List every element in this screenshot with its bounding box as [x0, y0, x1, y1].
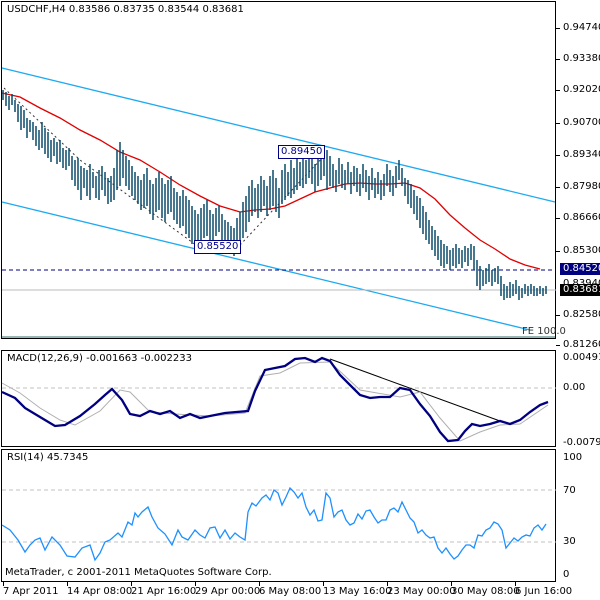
time-tick-label: 14 Apr 08:00: [67, 586, 133, 597]
rsi-tick: 100: [563, 452, 583, 463]
current-price-badge: 0.83681: [560, 284, 600, 296]
time-tick-label: 21 Apr 16:00: [131, 586, 197, 597]
swing-high-label[interactable]: 0.89450: [278, 145, 326, 159]
macd-trendline: [329, 358, 501, 422]
time-tick-label: 7 Apr 2011: [3, 586, 59, 597]
macd-signal-line: [1, 361, 549, 442]
macd-tick: 0.004911: [563, 352, 600, 363]
price-tick: 0.83940: [563, 278, 600, 290]
symbol-title: USDCHF,H4 0.83586 0.83735 0.83544 0.8368…: [7, 4, 244, 15]
time-tick-label: 30 May 08:00: [451, 586, 520, 597]
rsi-tick: 0: [563, 569, 570, 580]
macd-tick: -0.00799: [563, 437, 600, 448]
time-tick-label: 13 May 16:00: [323, 586, 392, 597]
channel-upper-line: [1, 67, 556, 203]
fibo-expansion-label: FE 100.0: [522, 326, 566, 337]
swing-low-label[interactable]: 0.85520: [194, 240, 242, 254]
rsi-pane[interactable]: RSI(14) 45.7345: [1, 449, 556, 582]
macd-tick: 0.00: [563, 382, 586, 393]
price-bars: [2, 90, 547, 300]
rsi-tick: 70: [563, 485, 576, 496]
copyright-text: MetaTrader, c 2001-2011 MetaQuotes Softw…: [5, 567, 272, 578]
rsi-title: RSI(14) 45.7345: [7, 452, 89, 463]
moving-average-line: [1, 92, 541, 270]
rsi-line: [1, 486, 547, 562]
rsi-tick: 30: [563, 536, 576, 547]
time-tick-label: 6 May 08:00: [259, 586, 322, 597]
time-tick-label: 29 Apr 00:00: [195, 586, 261, 597]
time-tick-label: 23 May 00:00: [387, 586, 456, 597]
macd-title: MACD(12,26,9) -0.001663 -0.002233: [7, 353, 192, 364]
channel-lower-line: [1, 201, 531, 331]
macd-main-line: [1, 356, 549, 443]
time-tick-label: 6 Jun 16:00: [515, 586, 573, 597]
